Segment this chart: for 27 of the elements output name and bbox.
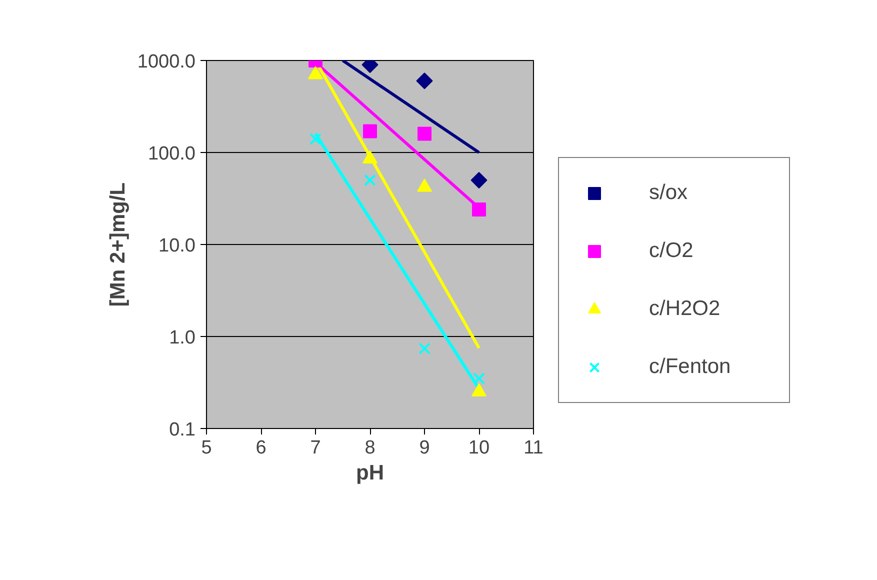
- x-tick-label: 10: [468, 438, 490, 458]
- point: [310, 133, 322, 146]
- y-axis-title: [Mn 2+]mg/L: [106, 182, 130, 307]
- y-tick-label: 10.0: [158, 236, 196, 256]
- x-tick-label: 7: [310, 438, 321, 458]
- x-tick-label: 11: [524, 438, 544, 458]
- point: [363, 124, 377, 138]
- point: [418, 342, 430, 354]
- legend-label: s/ox: [649, 181, 689, 205]
- y-tick-label: 100.0: [148, 144, 196, 164]
- y-tick-label: 1.0: [169, 328, 196, 348]
- point: [470, 172, 488, 188]
- legend-label: c/H2O2: [649, 297, 722, 321]
- x-tick-label: 6: [256, 438, 266, 458]
- legend-label: c/Fenton: [649, 355, 732, 379]
- y-tick-label: 1000.0: [137, 52, 196, 72]
- x-axis-title: pH: [356, 462, 384, 484]
- y-tick-label: 0.1: [169, 420, 196, 440]
- point: [364, 174, 376, 186]
- point: [416, 72, 433, 90]
- x-tick-label: 9: [419, 438, 430, 458]
- x-tick-label: 5: [201, 438, 212, 458]
- point: [418, 126, 432, 141]
- point: [473, 372, 485, 384]
- x-tick-label: 8: [364, 438, 376, 458]
- point: [472, 202, 486, 217]
- legend-label: c/O2: [649, 239, 694, 263]
